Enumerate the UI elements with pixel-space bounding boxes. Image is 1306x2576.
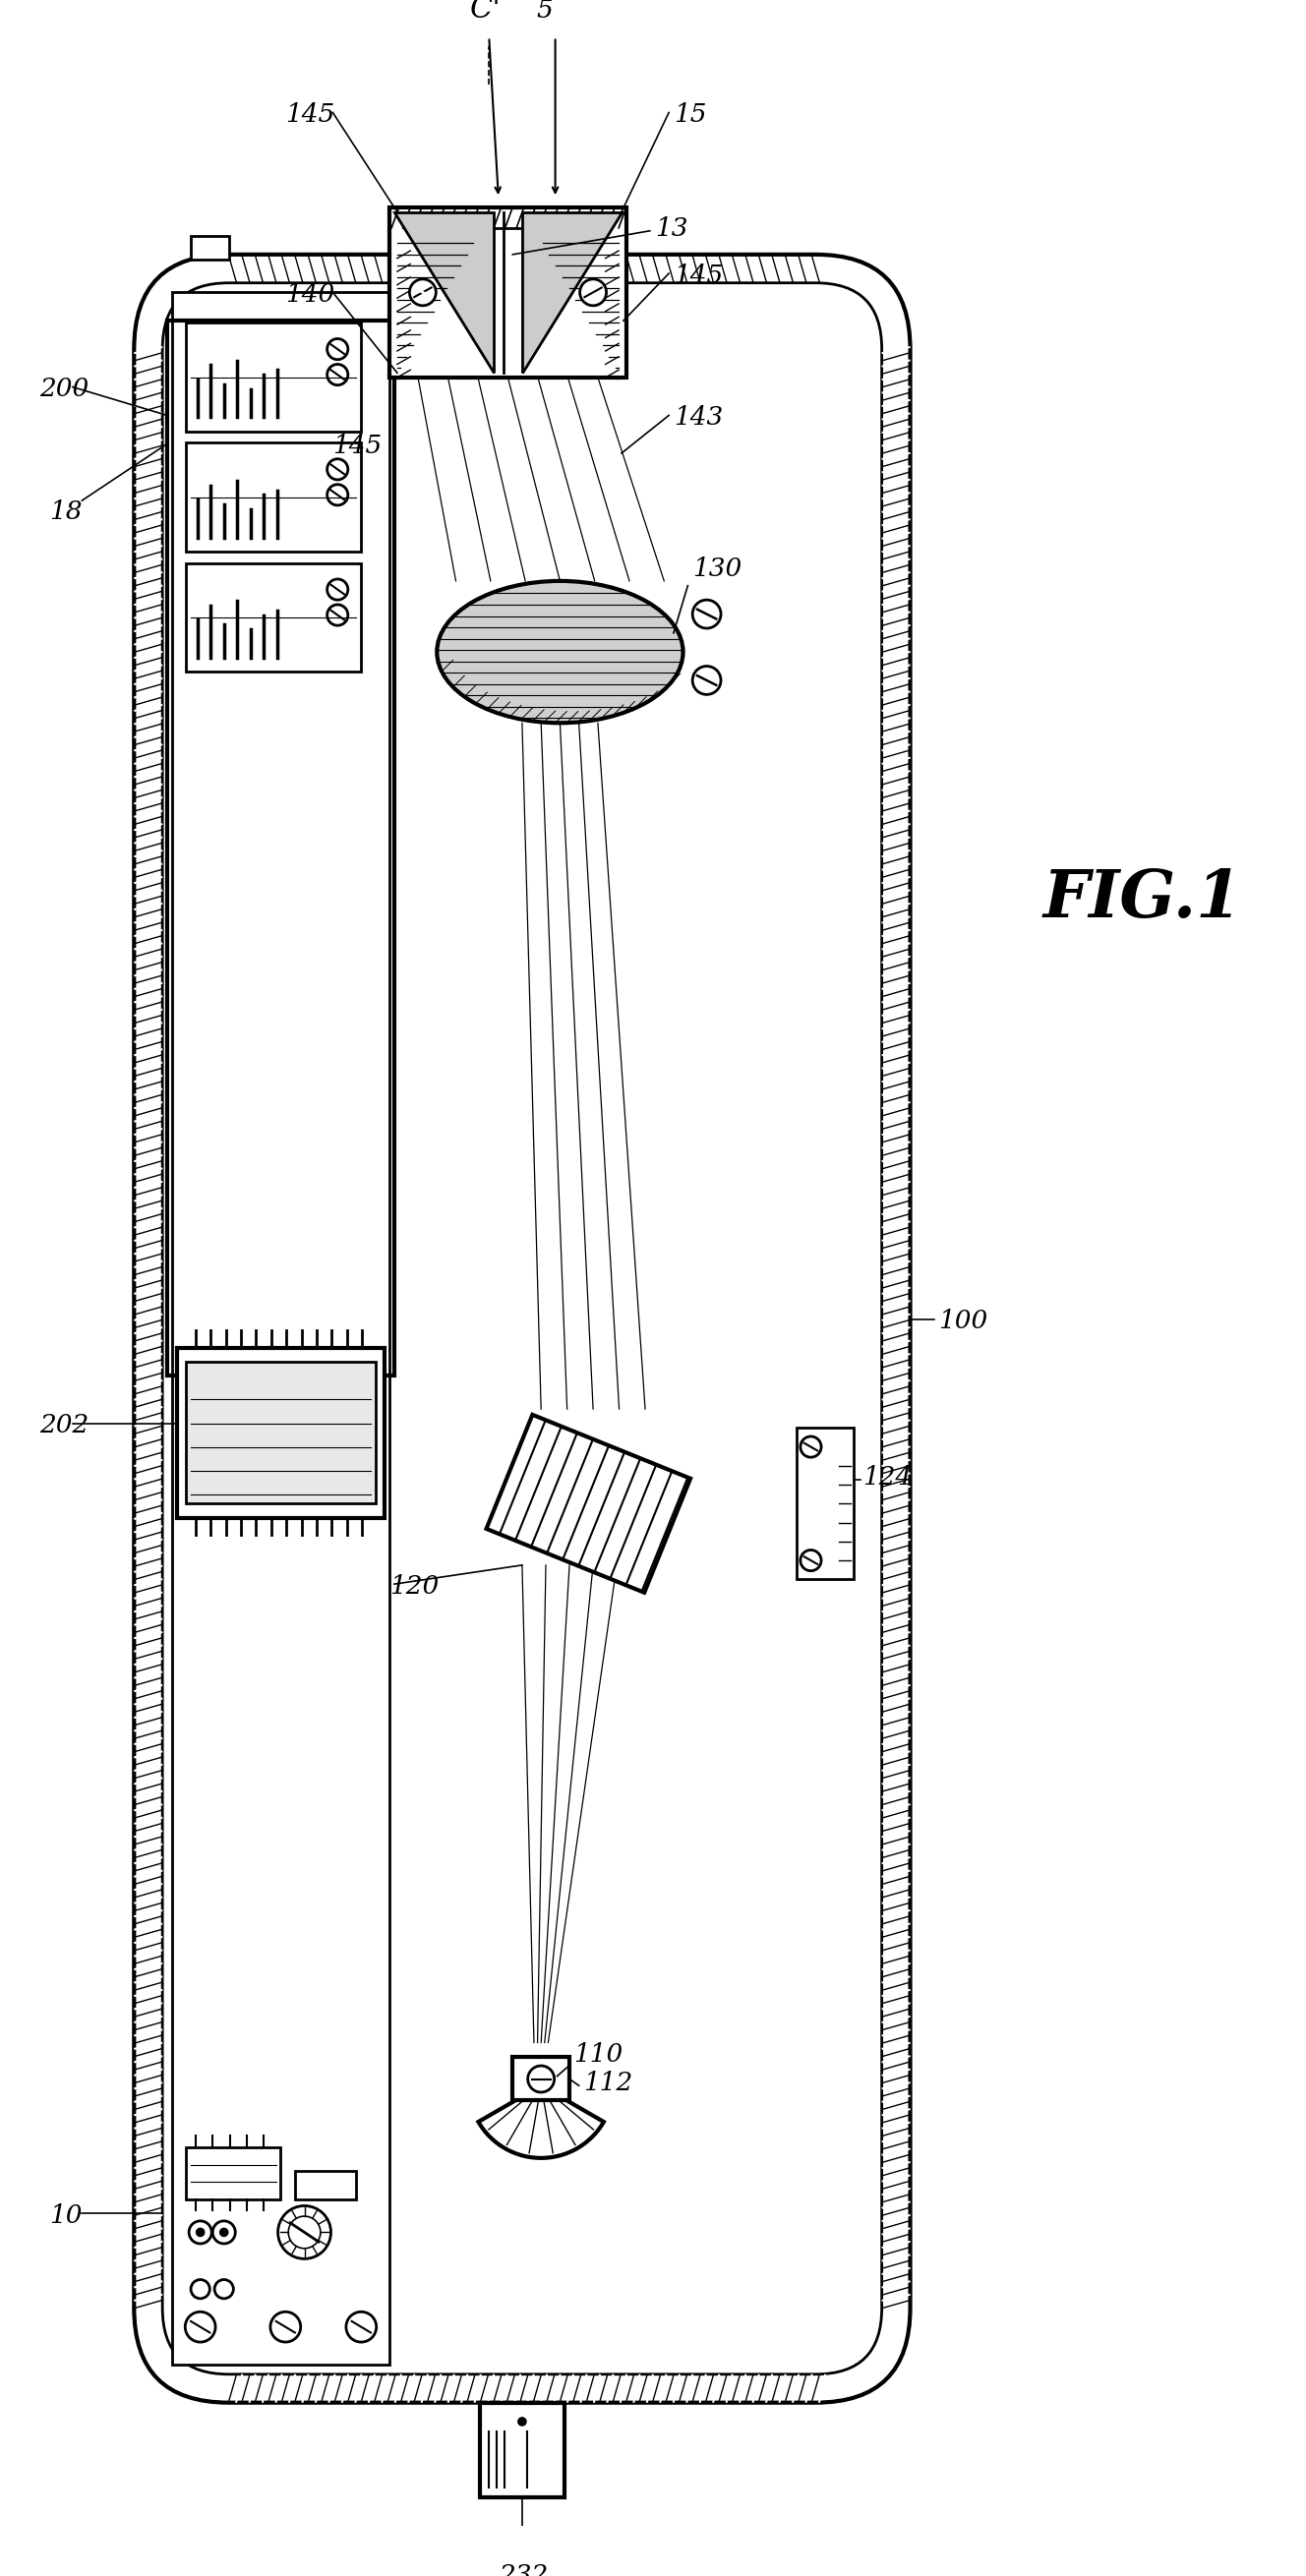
Text: 145: 145 bbox=[674, 263, 724, 289]
Text: 145: 145 bbox=[333, 433, 383, 459]
Circle shape bbox=[326, 337, 347, 361]
Bar bbox=[185, 1363, 375, 1504]
Polygon shape bbox=[394, 211, 494, 374]
Bar bbox=[185, 322, 362, 430]
Polygon shape bbox=[486, 1414, 691, 1592]
Polygon shape bbox=[522, 211, 622, 374]
Bar bbox=[167, 322, 394, 1376]
Text: 140: 140 bbox=[286, 283, 334, 307]
Polygon shape bbox=[478, 2087, 603, 2159]
Text: 100: 100 bbox=[939, 1309, 989, 1334]
Text: 120: 120 bbox=[389, 1574, 439, 1600]
Bar bbox=[513, 2058, 569, 2099]
Text: 13: 13 bbox=[654, 216, 687, 240]
Bar bbox=[389, 206, 627, 379]
Circle shape bbox=[692, 600, 721, 629]
Bar bbox=[176, 1347, 385, 1517]
Text: 10: 10 bbox=[48, 2202, 82, 2228]
Text: 124: 124 bbox=[863, 1466, 913, 1489]
Text: C': C' bbox=[470, 0, 502, 26]
Text: 112: 112 bbox=[584, 2071, 633, 2094]
Circle shape bbox=[692, 667, 721, 696]
Text: 202: 202 bbox=[39, 1414, 89, 1437]
Circle shape bbox=[801, 1437, 821, 1458]
Bar bbox=[479, 2403, 564, 2496]
Text: 200: 200 bbox=[39, 376, 89, 402]
Circle shape bbox=[326, 580, 347, 600]
Bar bbox=[185, 2148, 281, 2200]
Circle shape bbox=[801, 1551, 821, 1571]
Circle shape bbox=[270, 2311, 300, 2342]
FancyBboxPatch shape bbox=[149, 268, 896, 2388]
Bar bbox=[295, 2172, 357, 2200]
Ellipse shape bbox=[438, 582, 683, 724]
Bar bbox=[185, 443, 362, 551]
Text: 110: 110 bbox=[573, 2043, 623, 2066]
Text: 15: 15 bbox=[674, 103, 707, 126]
Text: 5: 5 bbox=[537, 0, 552, 23]
Bar bbox=[797, 1427, 853, 1579]
Bar bbox=[191, 234, 229, 260]
Circle shape bbox=[185, 2311, 215, 2342]
Circle shape bbox=[326, 363, 347, 384]
Bar bbox=[172, 291, 389, 2365]
Circle shape bbox=[219, 2228, 229, 2236]
Circle shape bbox=[410, 278, 436, 307]
Circle shape bbox=[196, 2228, 205, 2236]
Circle shape bbox=[326, 605, 347, 626]
Text: 143: 143 bbox=[674, 404, 724, 430]
Bar bbox=[185, 564, 362, 672]
Circle shape bbox=[346, 2311, 376, 2342]
Text: 232: 232 bbox=[499, 2563, 549, 2576]
Text: FIG.1: FIG.1 bbox=[1042, 866, 1242, 930]
Text: 145: 145 bbox=[286, 103, 334, 126]
Circle shape bbox=[326, 484, 347, 505]
Circle shape bbox=[278, 2205, 330, 2259]
Circle shape bbox=[580, 278, 606, 307]
Text: 18: 18 bbox=[48, 500, 82, 526]
Circle shape bbox=[326, 459, 347, 479]
Text: 130: 130 bbox=[692, 556, 742, 582]
Circle shape bbox=[517, 2416, 526, 2427]
